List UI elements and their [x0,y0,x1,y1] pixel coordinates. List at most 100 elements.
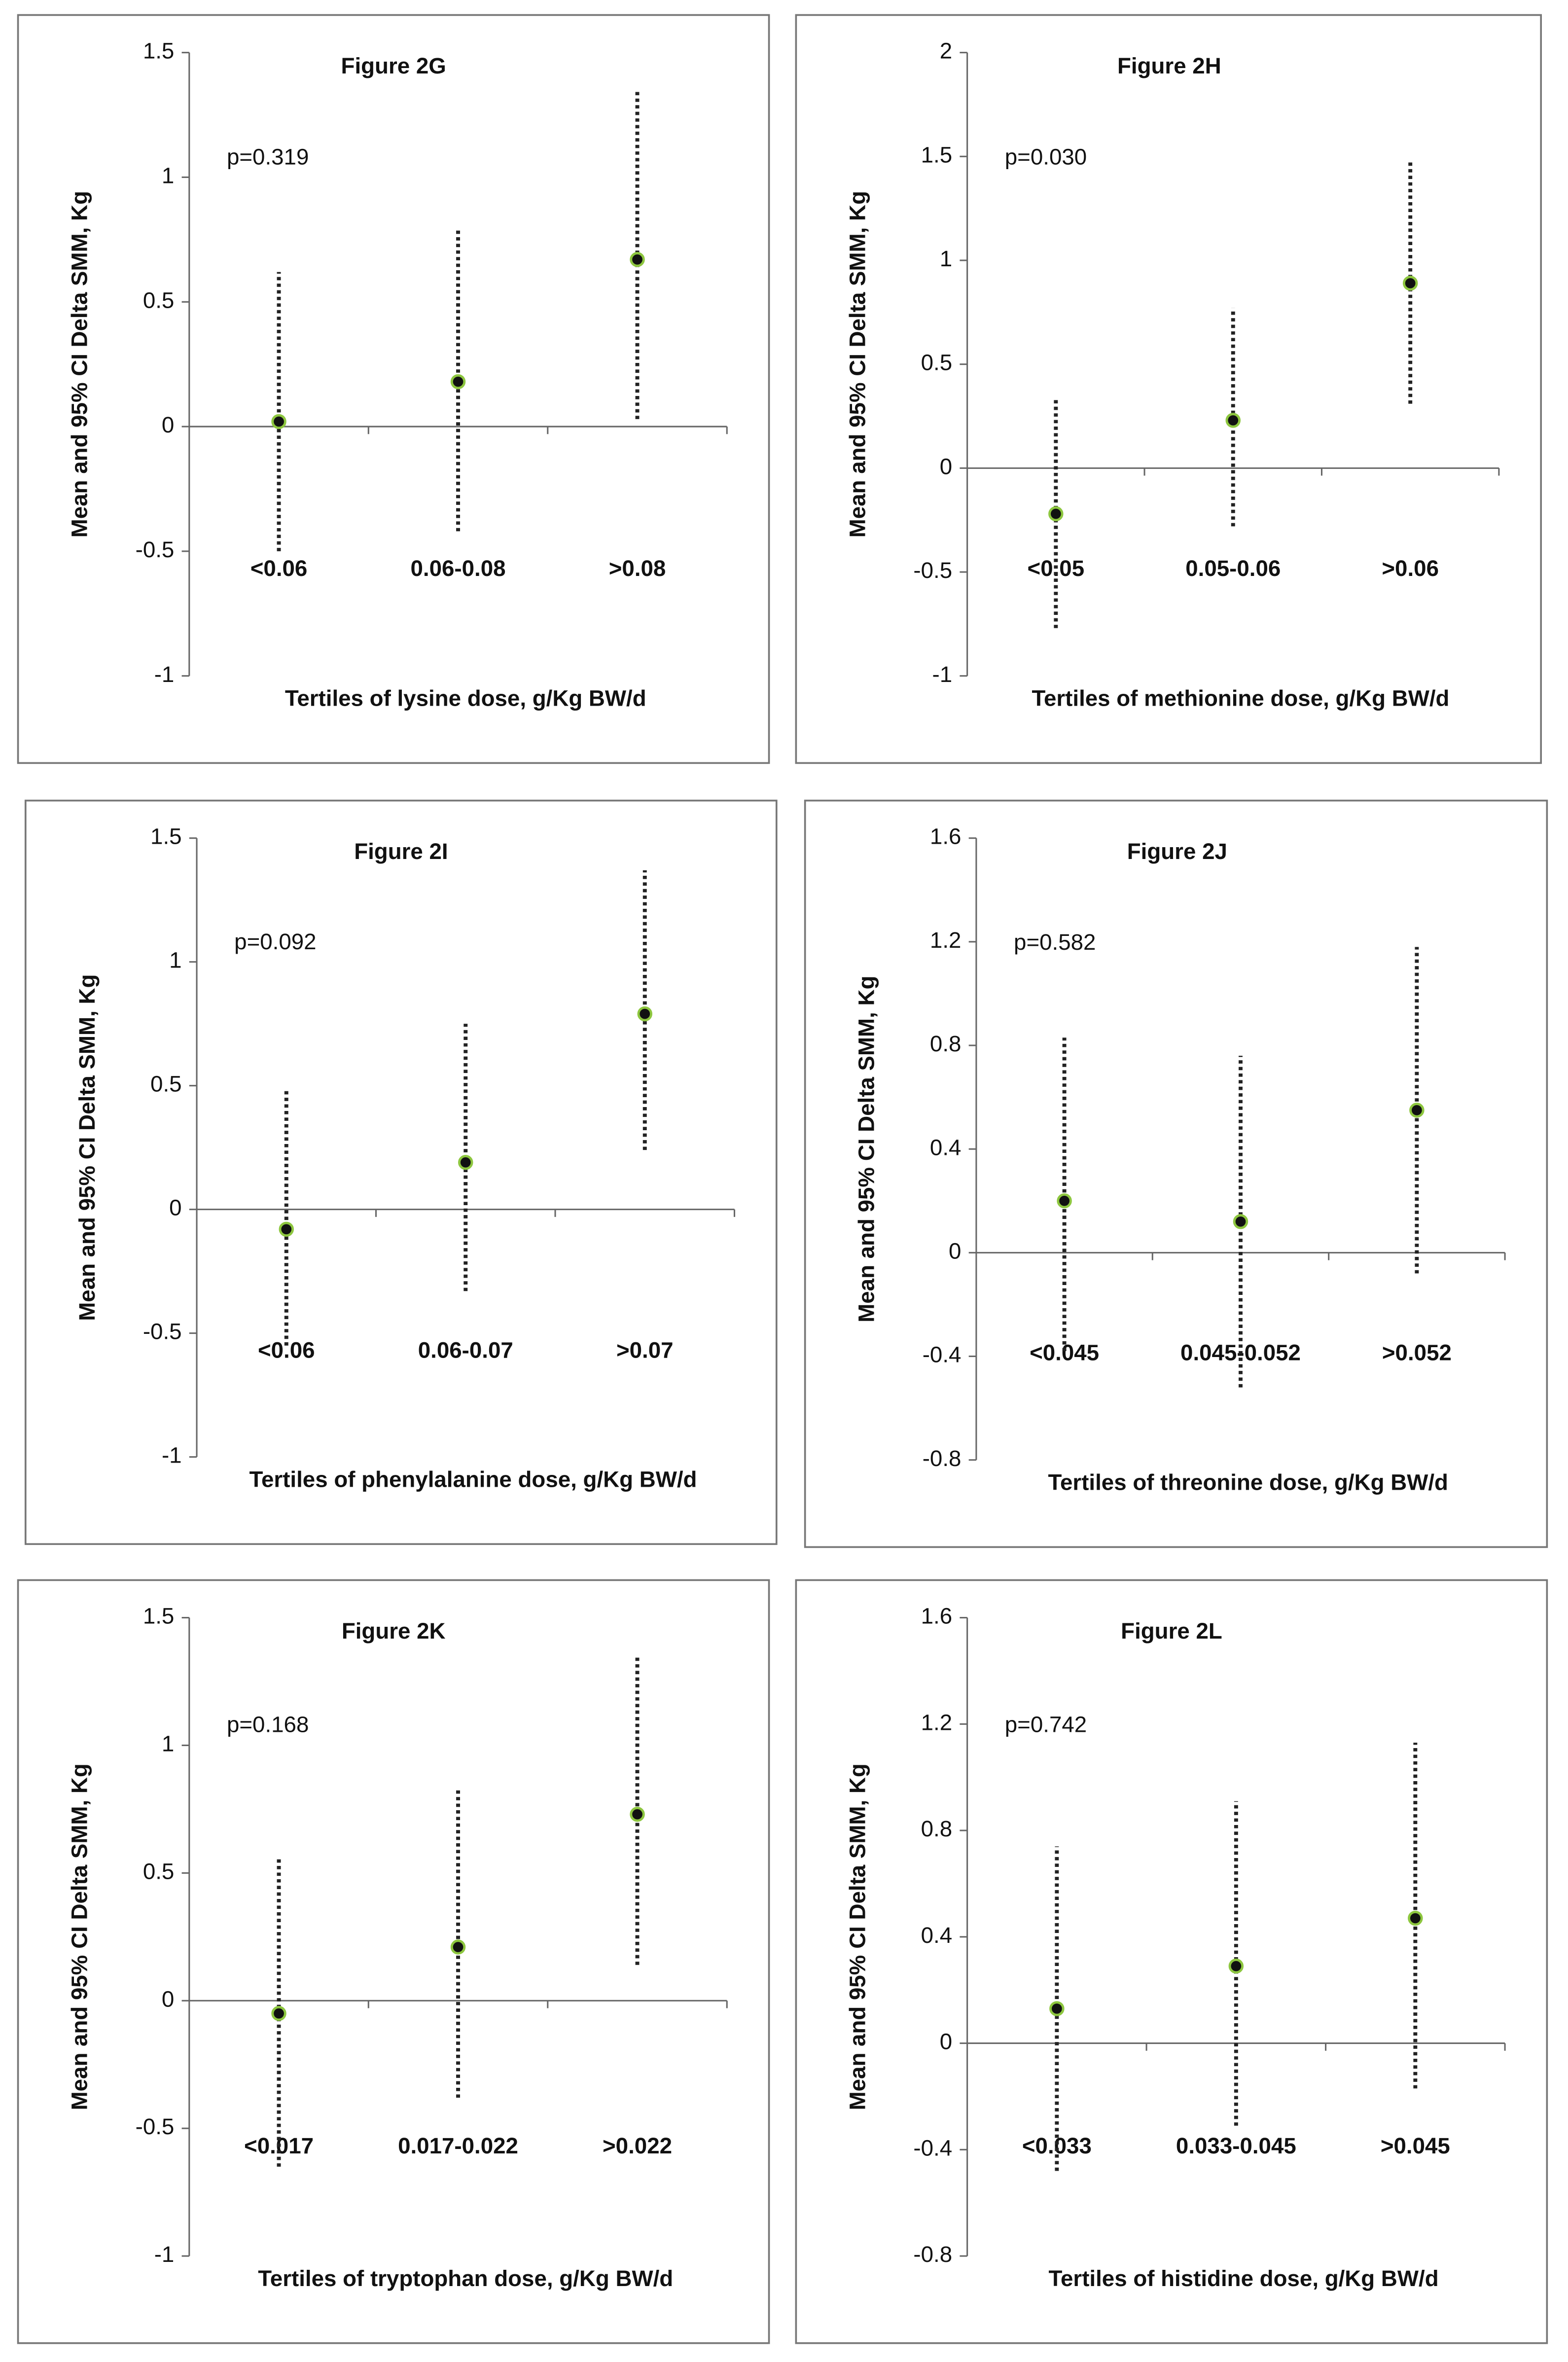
x-axis-label-box: Tertiles of histidine dose, g/Kg BW/d [1048,2266,1438,2292]
y-tick-label: 0.5 [143,1859,175,1884]
mean-marker [458,1155,473,1170]
x-tick-label: <0.06 [250,556,308,581]
chart-panel: -1-0.500.511.52<0.050.05-0.06>0.06Figure… [795,14,1542,764]
x-axis-label-box: Tertiles of lysine dose, g/Kg BW/d [285,686,646,712]
panel-border [795,14,1542,764]
x-axis-label-box: Tertiles of phenylalanine dose, g/Kg BW/… [249,1467,697,1493]
y-tick-label: 1 [162,1731,174,1756]
y-axis-label: Mean and 95% CI Delta SMM, Kg [74,974,100,1321]
x-tick-label: >0.08 [609,556,666,581]
y-tick-label: -0.4 [923,1342,962,1367]
chart-title: Figure 2I [354,839,448,864]
annotation: p=0.319 [227,144,309,170]
mean-marker [279,1221,294,1237]
y-axis-label: Mean and 95% CI Delta SMM, Kg [67,1763,92,2110]
mean-marker [1049,2001,1065,2016]
x-tick-label: >0.07 [616,1337,674,1362]
x-tick-label: >0.045 [1381,2133,1450,2158]
y-tick-label: 1.2 [930,928,962,953]
y-tick-label: 0 [162,412,174,437]
y-tick-label: 1 [162,163,174,188]
y-tick-label: 0.5 [143,287,175,313]
x-tick-label: >0.06 [1382,556,1439,581]
panel-border [24,799,778,1545]
y-tick-label: 2 [940,38,952,64]
y-tick-label: -1 [154,2242,175,2267]
y-tick-label: 1.5 [150,824,182,849]
y-tick-label: 0 [949,1238,961,1263]
x-axis-label: Tertiles of tryptophan dose, g/Kg BW/d [258,2266,674,2292]
chart-panel: -1 -0.5 0 0.5 1 1.5 <0.06 0.06-0.08 >0.08 Figure … [17,14,770,764]
mean-marker [1225,413,1241,428]
chart-title: Figure 2J [1127,839,1227,864]
annotation: p=0.582 [1014,930,1096,955]
y-tick-label: 0.5 [150,1072,182,1097]
x-tick-label: >0.052 [1382,1340,1452,1365]
x-axis-label: Tertiles of phenylalanine dose, g/Kg BW/… [249,1467,697,1493]
panel-border [795,1579,1548,2344]
chart-panel: -1 -0.5 0 0.5 1 1.5 <0.06 0.06-0.07 >0.07 Figure … [24,799,778,1545]
mean-marker [1228,1958,1244,1974]
y-axis-label: Mean and 95% CI Delta SMM, Kg [845,1763,870,2110]
annotation: p=0.092 [234,929,316,954]
x-axis-label-box: Tertiles of tryptophan dose, g/Kg BW/d [258,2266,674,2292]
y-tick-label: -1 [932,662,953,687]
annotation: p=0.168 [227,1712,309,1737]
x-tick-label: 0.033-0.045 [1176,2133,1296,2158]
y-tick-label: 1 [940,246,952,271]
chart-title: Figure 2G [341,53,446,78]
y-tick-label: 1 [169,948,181,973]
y-tick-label: 0 [940,454,952,479]
y-tick-label: 0.8 [930,1031,962,1056]
x-tick-label: >0.022 [603,2133,672,2158]
panel-border [17,14,770,764]
y-tick-label: 0.4 [921,1923,953,1948]
x-tick-label: <0.06 [258,1337,315,1362]
y-tick-label: -0.5 [913,558,952,583]
x-tick-label: 0.017-0.022 [398,2133,518,2158]
mean-marker [450,1939,466,1955]
y-tick-label: 0 [169,1195,181,1220]
mean-marker [630,1807,645,1822]
y-tick-label: 0 [162,1986,174,2011]
y-tick-label: 1.5 [921,142,953,167]
mean-marker [630,252,645,267]
x-tick-label: 0.06-0.08 [410,556,505,581]
y-tick-label: -0.5 [136,2114,175,2139]
mean-marker [1233,1214,1248,1229]
y-tick-label: 1.6 [921,1604,953,1629]
panel-border [17,1579,770,2344]
y-tick-label: 1.2 [921,1710,953,1735]
y-axis-label: Mean and 95% CI Delta SMM, Kg [845,191,870,537]
y-tick-label: 1.5 [143,1604,175,1629]
mean-marker [1409,1103,1425,1118]
y-tick-label: -0.5 [136,537,175,562]
y-tick-label: -1 [162,1443,182,1468]
panel-border [804,799,1548,1548]
y-axis-label: Mean and 95% CI Delta SMM, Kg [854,976,879,1323]
chart-title: Figure 2L [1121,1618,1222,1644]
y-tick-label: 1.5 [143,38,175,64]
mean-marker [450,374,466,390]
y-tick-label: -1 [154,662,175,687]
y-tick-label: 0 [940,2029,952,2054]
mean-marker [1057,1193,1072,1209]
chart-title: Figure 2H [1117,53,1221,78]
y-axis-label: Mean and 95% CI Delta SMM, Kg [67,191,92,537]
chart-panel: -0.8-0.400.40.81.21.6<0.033 0.033-0.045 >0… [795,1579,1548,2344]
chart-panel: -1-0.500.511.5<0.0170.017-0.022>0.022Fig… [17,1579,770,2344]
mean-marker [271,2005,286,2021]
x-axis-label: Tertiles of threonine dose, g/Kg BW/d [1048,1470,1448,1496]
x-axis-label: Tertiles of lysine dose, g/Kg BW/d [285,686,646,712]
annotation: p=0.030 [1005,144,1087,170]
y-tick-label: 0.8 [921,1816,953,1841]
mean-marker [1048,506,1064,522]
y-tick-label: -0.8 [913,2242,952,2267]
mean-marker [1408,1910,1423,1926]
mean-marker [1402,276,1418,291]
chart-panel: -0.8-0.400.40.81.21.6<0.0450.045-0.052>0… [804,799,1548,1548]
mean-marker [637,1006,652,1022]
mean-marker [271,414,286,429]
y-tick-label: 0.5 [921,350,953,375]
y-tick-label: -0.5 [143,1319,182,1344]
